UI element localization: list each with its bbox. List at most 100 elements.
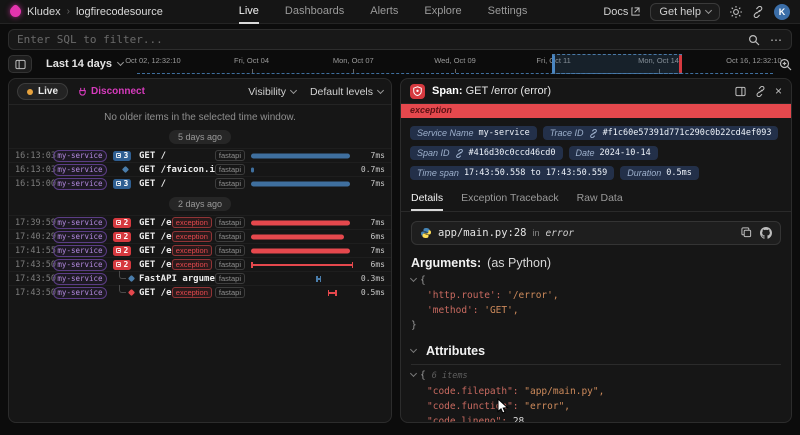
breadcrumb-separator: › [67,6,70,17]
timeline-tick: Mon, Oct 07 [333,56,374,65]
arguments-heading: Arguments: (as Python) [411,256,781,270]
tag-exception: exception [172,245,212,256]
meta-span-id[interactable]: Span ID#416d30c0ccd46cd0 [410,146,563,160]
exception-banner: exception [401,104,791,118]
breadcrumb: Kludex › logfirecodesource [10,6,163,18]
detail-title: Span: GET /error (error) [432,85,551,97]
get-help-button[interactable]: Get help [650,3,720,21]
detail-header: Span: GET /error (error) × [401,79,791,104]
span-row[interactable]: 17:39:59 my-service 2 GET /error excepti… [9,215,391,229]
collapse-count-badge[interactable]: 3 [113,151,131,161]
tab-explore[interactable]: Explore [424,0,461,24]
duration-track [251,287,353,299]
disconnect-button[interactable]: Disconnect [78,86,145,97]
close-icon[interactable]: × [775,86,782,96]
span-title: GET /error [139,246,172,256]
tab-raw-data[interactable]: Raw Data [577,192,623,211]
code-file-path[interactable]: app/main.py:28 [438,227,527,239]
tag-fastapi: fastapi [215,231,245,242]
live-view-panel: Live Disconnect Visibility Default level… [8,78,392,423]
tree-connector [119,285,126,293]
user-avatar[interactable]: K [774,4,790,20]
duration-track [251,273,353,285]
meta-service-name: Service Namemy-service [410,126,537,140]
timeline-track[interactable]: Oct 02, 12:32:10 Fri, Oct 04 Mon, Oct 07… [137,54,773,74]
service-chip: my-service [53,287,107,299]
link-icon [589,129,598,138]
collapse-icon [116,234,121,239]
collapse-count-badge[interactable]: 2 [113,246,131,256]
attributes-code-block: {6 items "code.filepath": "app/main.py",… [411,368,781,423]
org-name[interactable]: Kludex [27,6,61,18]
span-title: GET /favicon.ico [139,165,215,175]
service-chip: my-service [53,164,107,176]
docs-link[interactable]: Docs [603,6,640,18]
tab-dashboards[interactable]: Dashboards [285,0,344,24]
span-row[interactable]: 16:13:03 my-service 3 GET / fastapi 7ms [9,148,391,162]
mouse-cursor [497,398,509,415]
duration-label: 7ms [353,218,385,227]
span-row-child[interactable]: 17:43:50 my-service GET /error (error) e… [9,285,391,299]
duration-label: 7ms [353,179,385,188]
collapse-caret-icon[interactable] [410,275,417,282]
collapse-count-badge[interactable]: 2 [113,218,131,228]
collapse-count-badge[interactable]: 3 [113,179,131,189]
collapse-icon [116,248,121,253]
time-divider-2-days: 2 days ago [169,197,231,211]
meta-trace-id[interactable]: Trace ID#f1c60e57391d771c290c0b22cd4ef09… [543,126,779,140]
duration-bar [251,181,350,186]
span-row[interactable]: 17:41:55 my-service 2 GET /error excepti… [9,243,391,257]
tag-exception: exception [172,259,212,270]
span-row[interactable]: 17:40:29 my-service 2 GET /error excepti… [9,229,391,243]
theme-toggle-button[interactable] [730,6,742,18]
span-title: GET / [139,151,215,161]
tab-details[interactable]: Details [411,192,443,211]
selection-end-handle[interactable] [679,55,682,73]
span-diamond-icon [128,275,135,282]
levels-dropdown[interactable]: Default levels [310,86,383,98]
tag-fastapi: fastapi [215,259,245,270]
tag-exception: exception [172,231,212,242]
tab-settings[interactable]: Settings [488,0,528,24]
dock-panel-icon[interactable] [735,86,746,97]
attributes-heading[interactable]: Attributes [411,344,781,358]
span-row-child[interactable]: 17:43:50 my-service FastAPI arguments fa… [9,271,391,285]
toggle-sidebar-button[interactable] [8,55,32,73]
project-name[interactable]: logfirecodesource [76,6,163,18]
tab-live[interactable]: Live [239,0,259,24]
duration-label: 0.7ms [353,165,385,174]
share-link-button[interactable] [752,6,764,18]
duration-label: 6ms [353,232,385,241]
collapse-count-badge[interactable]: 2 [113,260,131,270]
filter-more-button[interactable]: ⋯ [770,33,783,47]
sql-filter-bar: ⋯ [8,29,792,50]
collapse-count-badge[interactable]: 2 [113,232,131,242]
live-toggle-button[interactable]: Live [17,83,68,100]
duration-bar [251,220,350,225]
tab-exception-traceback[interactable]: Exception Traceback [461,192,558,211]
code-function-name: error [546,228,575,239]
timeline-selection[interactable] [552,54,682,74]
link-icon [455,149,464,158]
time-divider-5-days: 5 days ago [169,130,231,144]
span-row[interactable]: 16:13:03 my-service GET /favicon.ico fas… [9,162,391,176]
span-row[interactable]: 17:43:50 my-service 2 GET /error excepti… [9,257,391,271]
time-range-selector[interactable]: Last 14 days [38,58,131,70]
tag-fastapi: fastapi [215,273,245,284]
tab-alerts[interactable]: Alerts [370,0,398,24]
duration-track [251,231,353,243]
search-icon[interactable] [748,34,760,46]
selection-start-handle[interactable] [552,55,555,73]
visibility-dropdown[interactable]: Visibility [248,86,296,98]
copy-icon[interactable] [741,227,752,238]
tree-connector [119,271,126,279]
live-panel-header: Live Disconnect Visibility Default level… [9,79,391,105]
items-count-hint: 6 items [432,371,468,381]
collapse-caret-icon[interactable] [410,370,417,377]
sun-icon [730,6,742,18]
span-row[interactable]: 16:15:00 my-service 3 GET / fastapi 7ms [9,176,391,190]
sql-filter-input[interactable] [17,33,748,46]
span-diamond-icon [121,166,128,173]
github-icon[interactable] [760,227,772,239]
link-icon[interactable] [755,86,766,97]
